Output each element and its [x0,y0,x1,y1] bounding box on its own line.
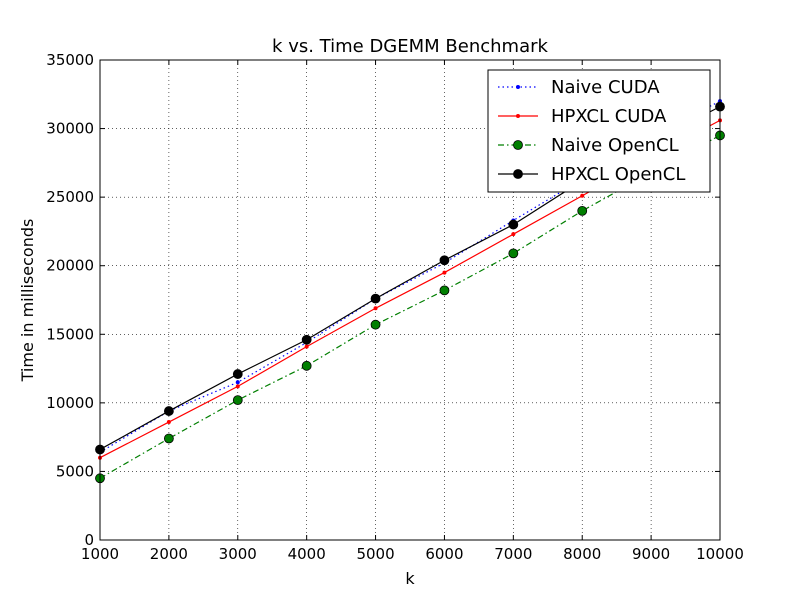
x-tick-label: 8000 [563,545,601,563]
legend-marker-hpxcl-cuda [516,114,520,118]
data-point-hpxcl-cuda [166,420,171,425]
data-point-naive-opencl [370,319,381,330]
legend-label-naive-opencl: Naive OpenCL [551,135,679,156]
data-point-hpxcl-cuda [304,344,309,349]
data-point-hpxcl-cuda [373,306,378,311]
data-point-naive-opencl [439,285,450,296]
data-point-naive-opencl [301,360,312,371]
plot-frame [99,59,721,541]
data-point-hpxcl-opencl [370,293,381,304]
y-axis-label: Time in milliseconds [18,219,37,383]
y-tick-label: 20000 [46,257,94,275]
x-tick-label: 1000 [81,545,119,563]
x-tick-label: 10000 [696,545,744,563]
data-point-hpxcl-opencl [508,219,519,230]
x-tick-label: 3000 [219,545,257,563]
x-tick-label: 2000 [150,545,188,563]
y-tick-label: 5000 [56,462,94,480]
legend-box [487,69,711,193]
legend-marker-naive-cuda [516,85,520,89]
y-tick-label: 10000 [46,394,94,412]
data-point-naive-opencl [163,433,174,444]
data-point-naive-opencl [232,395,243,406]
x-tick-label: 9000 [632,545,670,563]
legend-marker-hpxcl-opencl [513,169,523,179]
legend-label-naive-cuda: Naive CUDA [551,77,660,98]
legend-label-hpxcl-opencl: HPXCL OpenCL [551,164,685,185]
data-point-hpxcl-opencl [439,255,450,266]
y-tick-label: 15000 [46,325,94,343]
y-tick-label: 0 [84,531,94,549]
y-tick-label: 35000 [46,51,94,69]
legend-marker-naive-opencl [513,140,523,150]
data-point-naive-cuda [235,380,240,385]
data-point-hpxcl-cuda [442,270,447,275]
data-point-hpxcl-opencl [301,334,312,345]
series-line-naive-opencl [100,134,720,479]
y-tick-label: 25000 [46,188,94,206]
x-tick-label: 5000 [356,545,394,563]
x-tick-label: 4000 [288,545,326,563]
data-point-naive-opencl [508,248,519,259]
data-point-naive-opencl [577,205,588,216]
y-tick-label: 30000 [46,120,94,138]
legend-label-hpxcl-cuda: HPXCL CUDA [551,106,667,127]
x-tick-label: 7000 [494,545,532,563]
chart-title: k vs. Time DGEMM Benchmark [272,36,548,57]
data-point-hpxcl-cuda [511,232,516,237]
legend: Naive CUDA HPXCL CUDA Naive OpenCL HPXCL Op… [487,69,711,193]
data-point-hpxcl-opencl [232,369,243,379]
data-point-hpxcl-opencl [163,406,174,416]
x-axis-label: k [405,569,415,588]
axis-ticks: 1000 2000 3000 4000 5000 6000 7000 8000 9000 1000… [46,51,744,563]
x-tick-label: 6000 [425,545,463,563]
data-point-hpxcl-cuda [235,384,240,389]
data-point-hpxcl-cuda [580,193,585,198]
